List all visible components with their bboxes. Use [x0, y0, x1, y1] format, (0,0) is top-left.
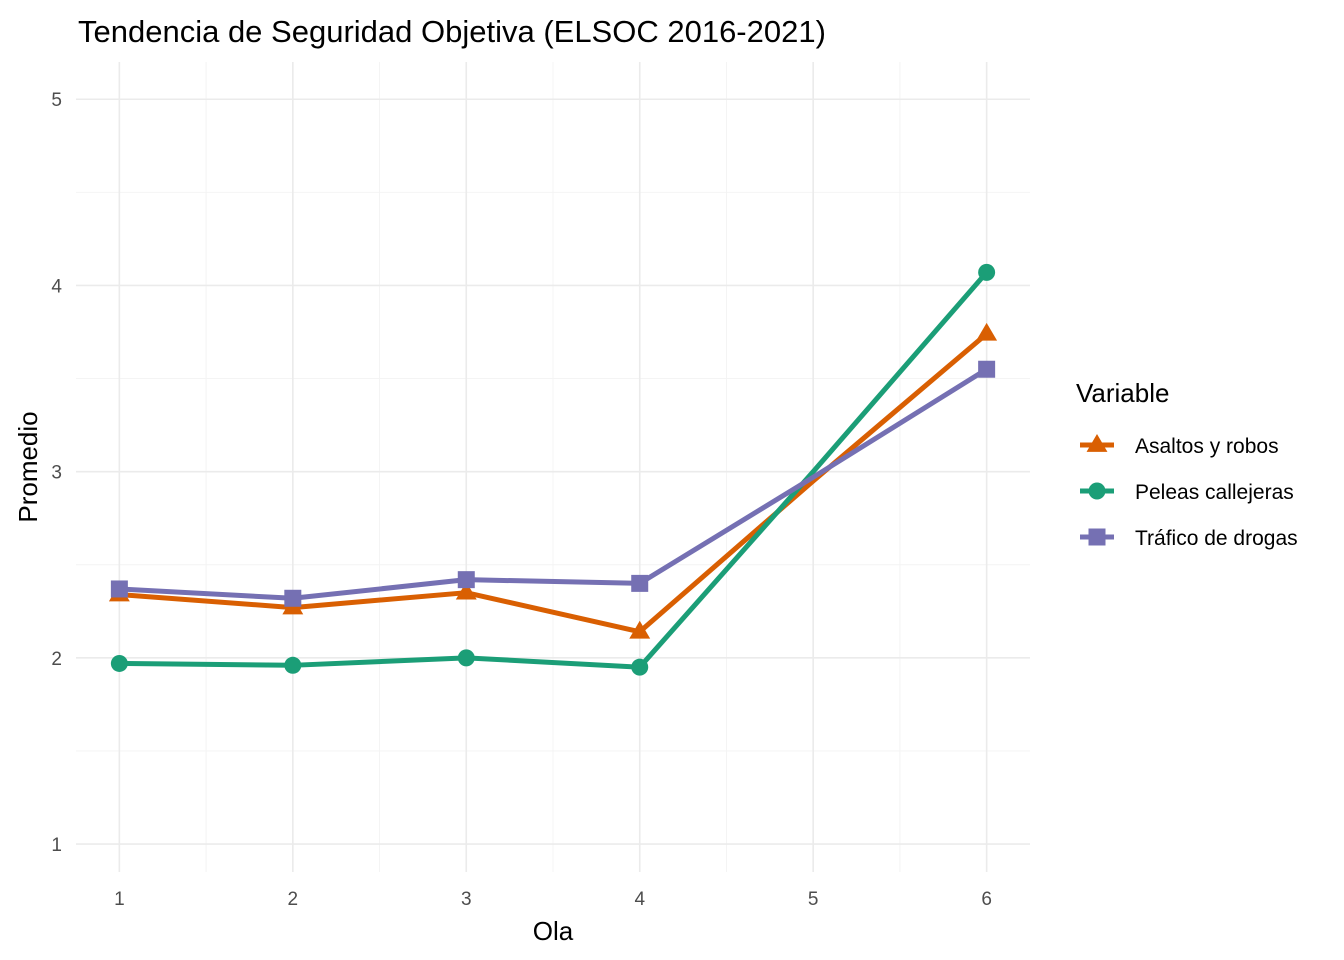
data-point: [631, 574, 649, 592]
y-axis-ticks: 1 2 3 4 5: [51, 90, 62, 856]
x-axis-ticks: 1 2 3 4 5 6: [114, 889, 992, 910]
x-tick-label: 1: [114, 889, 125, 910]
x-tick-label: 2: [288, 889, 299, 910]
series-line: [116, 366, 990, 601]
y-tick-label: 2: [51, 649, 62, 670]
y-axis-title: Promedio: [13, 411, 43, 522]
legend-items: Asaltos y robos Peleas callejeras Tráfico …: [1080, 434, 1298, 550]
y-tick-label: 3: [51, 463, 62, 484]
y-tick-label: 4: [51, 276, 62, 297]
series-layer: [108, 263, 998, 676]
x-tick-label: 6: [981, 889, 992, 910]
legend: Variable Asaltos y robos Peleas callejera…: [1076, 378, 1298, 550]
legend-marker: [1088, 482, 1106, 500]
legend-marker: [1086, 434, 1108, 452]
data-point: [284, 589, 302, 607]
series-points: [110, 360, 996, 607]
legend-item: Tráfico de drogas: [1080, 527, 1298, 550]
legend-item: Asaltos y robos: [1080, 434, 1279, 458]
legend-marker: [1088, 528, 1106, 546]
legend-label: Tráfico de drogas: [1135, 527, 1298, 550]
data-point: [284, 656, 302, 674]
chart-title: Tendencia de Seguridad Objetiva (ELSOC 2…: [78, 14, 826, 49]
y-tick-label: 5: [51, 90, 62, 111]
x-axis-title: Ola: [533, 916, 574, 946]
x-tick-label: 4: [634, 889, 645, 910]
data-point: [457, 571, 475, 589]
legend-item: Peleas callejeras: [1080, 481, 1294, 504]
data-point: [976, 322, 998, 341]
x-tick-label: 5: [808, 889, 819, 910]
data-point: [110, 580, 128, 598]
data-point: [455, 581, 477, 600]
series-circle: [116, 269, 990, 670]
series-line: [116, 269, 990, 670]
legend-label: Peleas callejeras: [1135, 481, 1294, 504]
series-points: [110, 263, 996, 676]
data-point: [978, 263, 996, 281]
data-point: [110, 654, 128, 672]
series-square: [116, 366, 990, 601]
legend-label: Asaltos y robos: [1135, 435, 1279, 458]
legend-title: Variable: [1076, 378, 1169, 408]
x-tick-label: 3: [461, 889, 472, 910]
y-tick-label: 1: [51, 835, 62, 856]
data-point: [457, 649, 475, 667]
data-point: [978, 360, 996, 378]
grid-layer: [76, 62, 1030, 872]
data-point: [631, 658, 649, 676]
data-point: [629, 620, 651, 639]
